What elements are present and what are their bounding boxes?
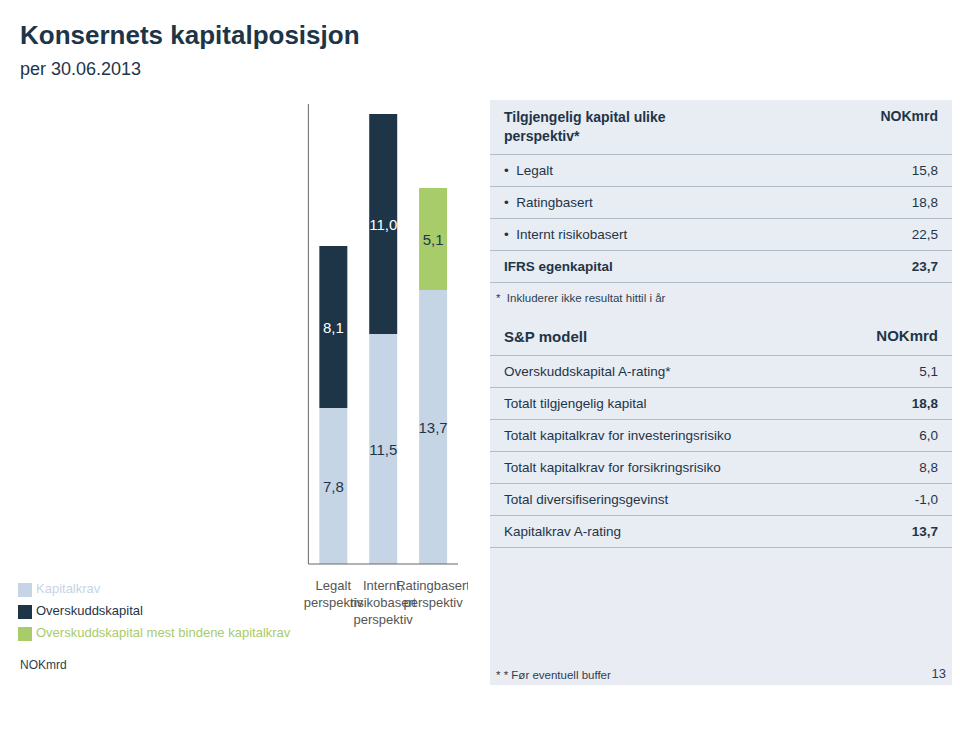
svg-text:5,1: 5,1 <box>423 231 444 248</box>
svg-text:7,8: 7,8 <box>323 478 344 495</box>
svg-text:8,1: 8,1 <box>323 319 344 336</box>
svg-text:11,0: 11,0 <box>369 216 397 233</box>
svg-text:11,5: 11,5 <box>369 441 397 458</box>
svg-text:Ratingbasertperspektiv: Ratingbasertperspektiv <box>396 578 468 610</box>
svg-text:13,7: 13,7 <box>418 419 447 436</box>
